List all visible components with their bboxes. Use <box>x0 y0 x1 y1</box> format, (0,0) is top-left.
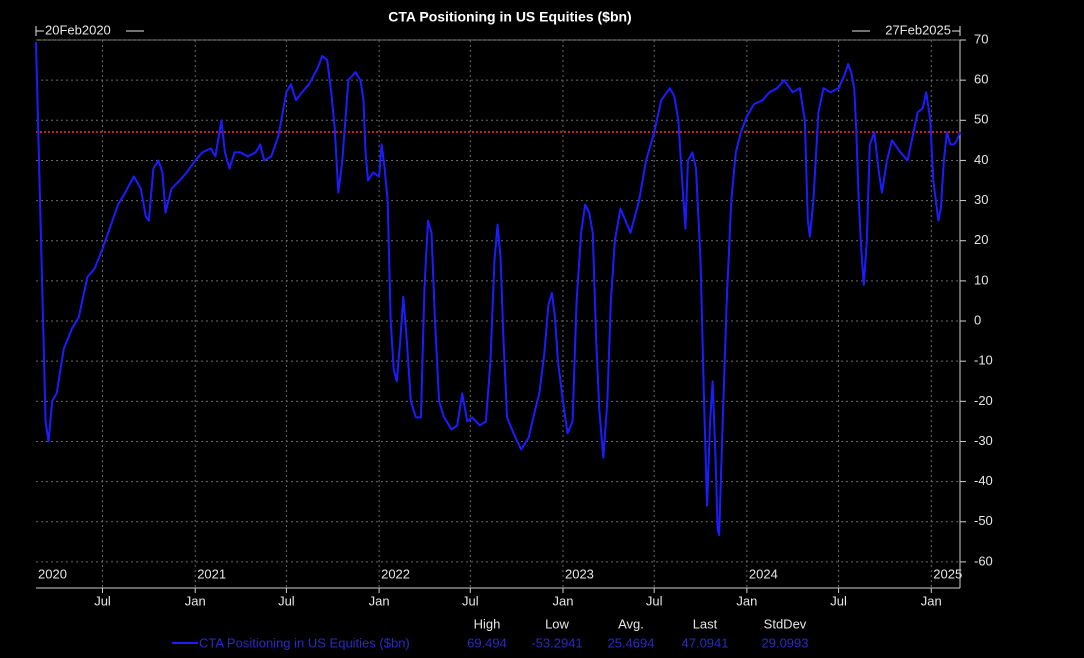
y-tick-label: -30 <box>974 433 993 448</box>
y-tick-label: 50 <box>974 112 988 127</box>
stat-label: StdDev <box>764 616 807 631</box>
x-tick-label: Jan <box>736 593 757 608</box>
y-tick-label: -40 <box>974 473 993 488</box>
y-tick-label: -50 <box>974 513 993 528</box>
stat-label: Avg. <box>618 616 644 631</box>
stat-value: 25.4694 <box>608 635 655 650</box>
series-line <box>35 42 961 536</box>
year-label: 2022 <box>381 566 410 581</box>
y-tick-label: 10 <box>974 272 988 287</box>
stat-label: High <box>474 616 501 631</box>
y-tick-label: 60 <box>974 72 988 87</box>
range-end-label: 27Feb2025 <box>885 22 951 37</box>
y-tick-label: 70 <box>974 31 988 46</box>
x-tick-label: Jul <box>646 593 663 608</box>
x-tick-label: Jan <box>553 593 574 608</box>
year-label: 2025 <box>933 566 962 581</box>
y-tick-label: 40 <box>974 152 988 167</box>
year-label: 2021 <box>197 566 226 581</box>
stat-value: -53.2941 <box>531 635 582 650</box>
stat-value: 47.0941 <box>682 635 729 650</box>
year-label: 2020 <box>38 566 67 581</box>
year-label: 2023 <box>565 566 594 581</box>
y-tick-label: 20 <box>974 232 988 247</box>
y-tick-label: -20 <box>974 393 993 408</box>
stat-label: Last <box>693 616 718 631</box>
x-tick-label: Jan <box>921 593 942 608</box>
x-tick-label: Jan <box>369 593 390 608</box>
x-tick-label: Jul <box>462 593 479 608</box>
y-tick-label: -60 <box>974 553 993 568</box>
chart-title: CTA Positioning in US Equities ($bn) <box>388 9 631 25</box>
range-start-label: 20Feb2020 <box>45 22 111 37</box>
x-tick-label: Jul <box>278 593 295 608</box>
stat-label: Low <box>545 616 569 631</box>
stat-value: 69.494 <box>467 635 507 650</box>
x-tick-label: Jul <box>94 593 111 608</box>
legend-label: CTA Positioning in US Equities ($bn) <box>199 635 410 650</box>
stat-value: 29.0993 <box>762 635 809 650</box>
x-tick-label: Jan <box>185 593 206 608</box>
y-tick-label: 0 <box>974 312 981 327</box>
y-tick-label: -10 <box>974 353 993 368</box>
y-tick-label: 30 <box>974 192 988 207</box>
year-label: 2024 <box>749 566 778 581</box>
x-tick-label: Jul <box>830 593 847 608</box>
